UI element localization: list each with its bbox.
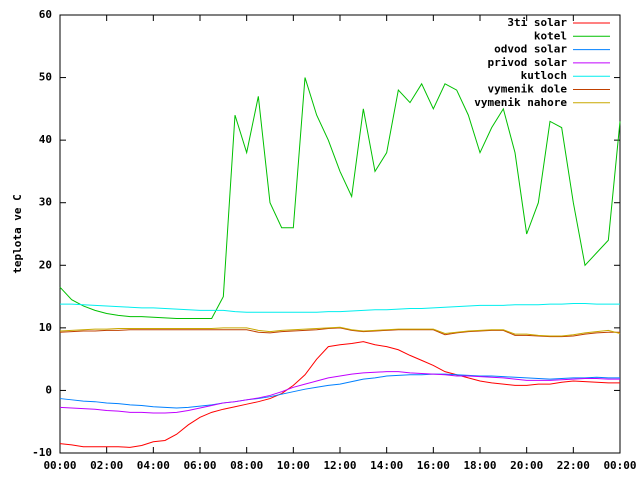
series-line: [59, 77, 621, 319]
x-tick-label: 16:00: [417, 459, 450, 472]
y-tick-label: 60: [39, 8, 52, 21]
x-tick-label: 20:00: [510, 459, 543, 472]
x-tick-label: 00:00: [603, 459, 636, 472]
legend-label: kutloch: [521, 69, 567, 82]
x-tick-label: 22:00: [557, 459, 590, 472]
legend-label: vymenik nahore: [474, 96, 567, 109]
x-tick-label: 18:00: [463, 459, 496, 472]
y-axis-label: teplota ve C: [11, 194, 24, 273]
y-tick-label: 0: [45, 383, 52, 396]
series-line: [59, 327, 620, 338]
series-line: [59, 371, 620, 414]
x-tick-label: 10:00: [277, 459, 310, 472]
series-line: [60, 302, 620, 313]
y-tick-label: -10: [32, 446, 52, 459]
legend-label: 3ti solar: [507, 16, 567, 29]
y-tick-label: 40: [39, 133, 52, 146]
y-tick-label: 30: [39, 196, 52, 209]
y-tick-label: 20: [39, 258, 52, 271]
series-line: [59, 326, 621, 337]
series-line: [59, 373, 620, 409]
legend-label: kotel: [534, 29, 567, 42]
legend-label: vymenik dole: [488, 83, 568, 96]
x-tick-label: 08:00: [230, 459, 263, 472]
x-tick-label: 02:00: [90, 459, 123, 472]
series-line: [59, 341, 620, 448]
legend-label: odvod solar: [494, 43, 567, 56]
x-tick-label: 04:00: [137, 459, 170, 472]
y-tick-label: 50: [39, 71, 52, 84]
x-tick-label: 12:00: [323, 459, 356, 472]
x-tick-label: 00:00: [43, 459, 76, 472]
x-tick-label: 14:00: [370, 459, 403, 472]
y-tick-label: 10: [39, 321, 52, 334]
legend-label: privod solar: [488, 56, 568, 69]
x-tick-label: 06:00: [183, 459, 216, 472]
